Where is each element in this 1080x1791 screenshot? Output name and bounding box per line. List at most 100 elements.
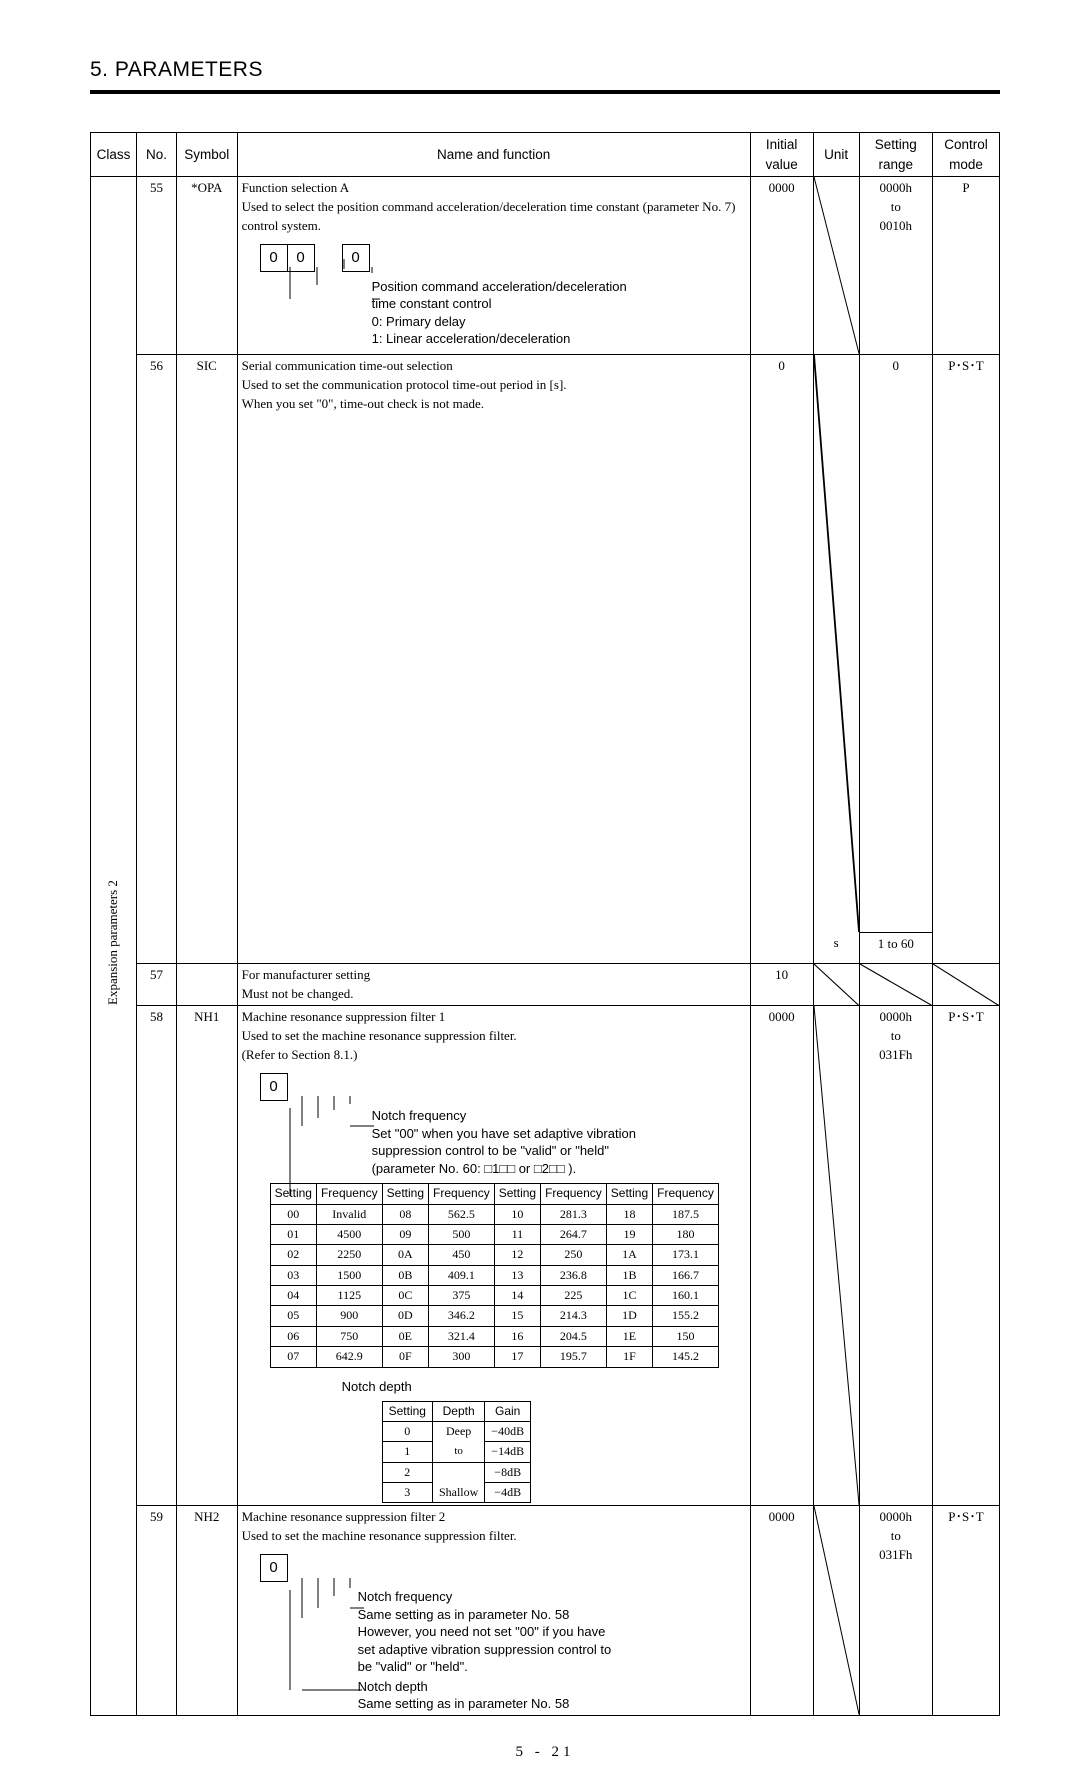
- row-unit: [813, 963, 859, 1006]
- digit-row: 0 0 0: [260, 244, 746, 272]
- freq-cell: 166.7: [653, 1265, 719, 1285]
- hdr-symbol: Symbol: [176, 133, 237, 177]
- digit-note: Position command acceleration/decelerati…: [372, 278, 746, 348]
- table-row: 56 SIC Serial communication time-out sel…: [91, 354, 1000, 932]
- freq-cell: 04: [270, 1286, 316, 1306]
- row-initial: 10: [750, 963, 813, 1006]
- range-text: 0000h to 031Fh: [879, 1008, 912, 1065]
- digit-box: 0: [260, 244, 288, 272]
- row-range-bot: 1 to 60: [859, 932, 932, 963]
- row-no: 58: [137, 1006, 177, 1506]
- name-cell: Machine resonance suppression filter 1 U…: [237, 1006, 750, 1506]
- diag-line-icon: [814, 1506, 859, 1715]
- freq-cell: 642.9: [316, 1347, 382, 1367]
- freq-cell: 05: [270, 1306, 316, 1326]
- row-mode: P･S･T: [932, 1506, 999, 1716]
- freq-cell: 900: [316, 1306, 382, 1326]
- row-desc: Used to set the communication protocol t…: [242, 377, 567, 392]
- diag-line-icon: [933, 964, 999, 1006]
- fh: Frequency: [316, 1184, 382, 1204]
- dh: Gain: [485, 1401, 531, 1421]
- notch-depth-label: Notch depth: [358, 1678, 746, 1696]
- freq-cell: 409.1: [429, 1265, 495, 1285]
- row-title: Serial communication time-out selection: [242, 358, 453, 373]
- row-range: 0000h to 0010h: [859, 177, 932, 355]
- row-no: 56: [137, 354, 177, 963]
- freq-row: 0411250C375142251C160.1: [270, 1286, 718, 1306]
- title-rule: [90, 90, 1000, 94]
- depth-row: 0Deepto−40dB: [382, 1421, 530, 1441]
- freq-cell: 0E: [382, 1326, 428, 1346]
- freq-row: 0222500A450122501A173.1: [270, 1245, 718, 1265]
- freq-cell: 0A: [382, 1245, 428, 1265]
- row-title: Machine resonance suppression filter 2: [242, 1509, 446, 1524]
- row-initial: 0000: [750, 177, 813, 355]
- row-desc: Used to set the machine resonance suppre…: [242, 1028, 517, 1043]
- freq-cell: 346.2: [429, 1306, 495, 1326]
- freq-row: 0315000B409.113236.81B166.7: [270, 1265, 718, 1285]
- freq-cell: 13: [494, 1265, 540, 1285]
- digit-spacer: [314, 244, 342, 272]
- row-title: Function selection A: [242, 180, 350, 195]
- freq-cell: 2250: [316, 1245, 382, 1265]
- diag-line-icon: [814, 964, 859, 1006]
- row-title: For manufacturer setting: [242, 967, 371, 982]
- row-unit: [813, 1506, 859, 1716]
- row-desc: Used to select the position command acce…: [242, 199, 736, 233]
- diag-line-icon: [814, 1006, 859, 1505]
- freq-row: 0145000950011264.719180: [270, 1224, 718, 1244]
- freq-cell: 1500: [316, 1265, 382, 1285]
- freq-cell: 160.1: [653, 1286, 719, 1306]
- freq-cell: 1B: [606, 1265, 652, 1285]
- freq-cell: 0D: [382, 1306, 428, 1326]
- notch-freq-block: Notch frequency Set "00" when you have s…: [372, 1107, 746, 1177]
- depth-cell: 2: [382, 1462, 432, 1482]
- freq-cell: 1C: [606, 1286, 652, 1306]
- freq-cell: 195.7: [541, 1347, 607, 1367]
- row-symbol: [176, 963, 237, 1006]
- note-line: 1: Linear acceleration/deceleration: [372, 330, 746, 348]
- note-line: set adaptive vibration suppression contr…: [358, 1641, 746, 1659]
- fh: Frequency: [429, 1184, 495, 1204]
- section-title: 5. PARAMETERS: [90, 58, 1000, 82]
- freq-cell: 281.3: [541, 1204, 607, 1224]
- row-desc: Must not be changed.: [242, 986, 354, 1001]
- freq-cell: 16: [494, 1326, 540, 1346]
- freq-cell: 450: [429, 1245, 495, 1265]
- note-line: Set "00" when you have set adaptive vibr…: [372, 1125, 746, 1143]
- freq-cell: 1E: [606, 1326, 652, 1346]
- hdr-range: Setting range: [859, 133, 932, 177]
- notch-freq-block: Notch frequency Same setting as in param…: [358, 1588, 746, 1713]
- freq-cell: Invalid: [316, 1204, 382, 1224]
- freq-cell: 173.1: [653, 1245, 719, 1265]
- row-no: 59: [137, 1506, 177, 1716]
- freq-cell: 06: [270, 1326, 316, 1346]
- row-unit: [813, 177, 859, 355]
- depth-table: Setting Depth Gain 0Deepto−40dB1−14dB2Sh…: [382, 1401, 531, 1504]
- freq-cell: 1F: [606, 1347, 652, 1367]
- freq-row: 067500E321.416204.51E150: [270, 1326, 718, 1346]
- depth-header-row: Setting Depth Gain: [382, 1401, 530, 1421]
- row-desc2: When you set "0", time-out check is not …: [242, 396, 484, 411]
- table-row: 57 For manufacturer setting Must not be …: [91, 963, 1000, 1006]
- fh: Frequency: [541, 1184, 607, 1204]
- row-title: Machine resonance suppression filter 1: [242, 1009, 446, 1024]
- row-mode: P･S･T: [932, 1006, 999, 1506]
- freq-cell: 09: [382, 1224, 428, 1244]
- freq-cell: 03: [270, 1265, 316, 1285]
- freq-row: 059000D346.215214.31D155.2: [270, 1306, 718, 1326]
- note-line: suppression control to be "valid" or "he…: [372, 1142, 746, 1160]
- freq-cell: 01: [270, 1224, 316, 1244]
- fh: Setting: [382, 1184, 428, 1204]
- freq-cell: 18: [606, 1204, 652, 1224]
- digit-row: 0: [260, 1554, 746, 1582]
- row-no: 55: [137, 177, 177, 355]
- freq-cell: 300: [429, 1347, 495, 1367]
- page: 5. PARAMETERS Class No. Symbol Name and …: [0, 0, 1080, 1791]
- note-line: time constant control: [372, 295, 746, 313]
- hdr-unit: Unit: [813, 133, 859, 177]
- freq-cell: 1D: [606, 1306, 652, 1326]
- freq-cell: 02: [270, 1245, 316, 1265]
- depth-row: 2Shallow−8dB: [382, 1462, 530, 1482]
- row-no: 57: [137, 963, 177, 1006]
